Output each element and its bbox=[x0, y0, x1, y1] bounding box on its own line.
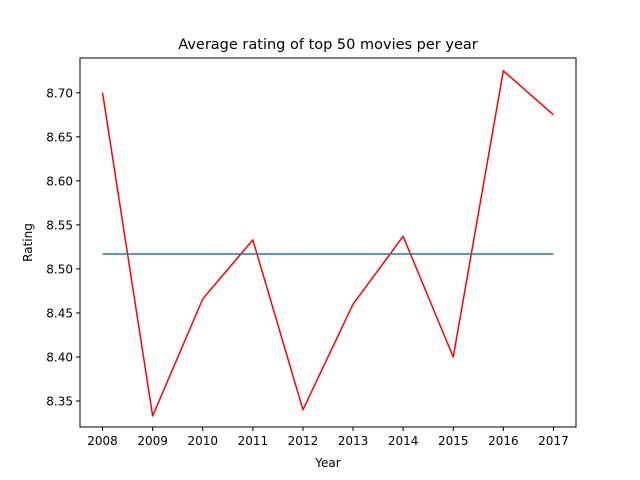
y-tick-label: 8.40 bbox=[46, 350, 73, 364]
y-tick-label: 8.60 bbox=[46, 174, 73, 188]
x-tick-label: 2016 bbox=[488, 434, 519, 448]
y-tick-label: 8.55 bbox=[46, 218, 73, 232]
x-axis: 2008 2009 2010 2011 2012 2013 2014 2015 2016 2017 bbox=[87, 427, 569, 448]
x-tick-label: 2008 bbox=[87, 434, 118, 448]
series-layer bbox=[101, 70, 554, 417]
x-tick-label: 2015 bbox=[438, 434, 469, 448]
x-axis-label: Year bbox=[314, 456, 340, 470]
y-tick-label: 8.45 bbox=[46, 306, 73, 320]
y-tick-label: 8.70 bbox=[46, 86, 73, 100]
x-tick-label: 2011 bbox=[238, 434, 269, 448]
y-axis: 8.35 8.40 8.45 8.50 8.55 8.60 8.65 8.70 bbox=[46, 86, 80, 409]
y-axis-label: Rating bbox=[21, 223, 35, 262]
x-tick-label: 2013 bbox=[338, 434, 369, 448]
x-tick-label: 2012 bbox=[288, 434, 319, 448]
x-tick-label: 2014 bbox=[388, 434, 419, 448]
chart-title: Average rating of top 50 movies per year bbox=[178, 37, 478, 53]
x-tick-label: 2009 bbox=[137, 434, 168, 448]
series-line-1 bbox=[101, 70, 554, 417]
y-tick-label: 8.50 bbox=[46, 262, 73, 276]
x-tick-label: 2010 bbox=[187, 434, 218, 448]
plot-frame bbox=[79, 57, 577, 428]
y-tick-label: 8.65 bbox=[46, 130, 73, 144]
y-tick-label: 8.35 bbox=[46, 395, 73, 409]
x-tick-label: 2017 bbox=[538, 434, 569, 448]
